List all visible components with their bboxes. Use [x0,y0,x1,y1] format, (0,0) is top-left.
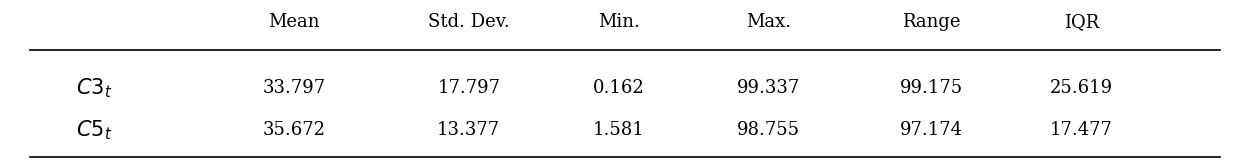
Text: 99.175: 99.175 [900,79,962,97]
Text: Std. Dev.: Std. Dev. [428,13,510,31]
Text: 98.755: 98.755 [738,121,800,139]
Text: IQR: IQR [1064,13,1099,31]
Text: $\mathit{C5}_{t}$: $\mathit{C5}_{t}$ [75,118,112,142]
Text: 13.377: 13.377 [438,121,500,139]
Text: Range: Range [902,13,960,31]
Text: 17.797: 17.797 [438,79,500,97]
Text: 17.477: 17.477 [1050,121,1112,139]
Text: 0.162: 0.162 [592,79,645,97]
Text: 33.797: 33.797 [262,79,325,97]
Text: 97.174: 97.174 [900,121,962,139]
Text: Max.: Max. [746,13,791,31]
Text: 25.619: 25.619 [1050,79,1112,97]
Text: 99.337: 99.337 [738,79,800,97]
Text: $\mathit{C3}_{t}$: $\mathit{C3}_{t}$ [75,76,112,100]
Text: 1.581: 1.581 [592,121,645,139]
Text: Mean: Mean [268,13,320,31]
Text: 35.672: 35.672 [262,121,325,139]
Text: Min.: Min. [598,13,640,31]
